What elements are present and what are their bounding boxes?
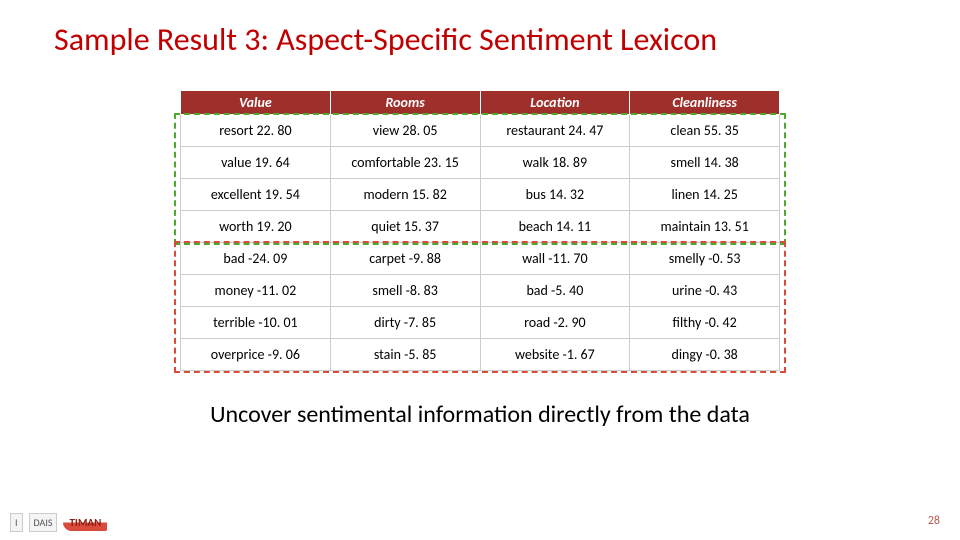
- table-cell: beach 14. 11: [480, 211, 630, 243]
- table-cell: restaurant 24. 47: [480, 115, 630, 147]
- footer-logos: I DAIS TIMAN: [10, 513, 107, 532]
- dais-logo-icon: DAIS: [29, 513, 58, 532]
- table-row: value 19. 64comfortable 23. 15walk 18. 8…: [181, 147, 780, 179]
- table-cell: resort 22. 80: [181, 115, 331, 147]
- table-cell: overprice -9. 06: [181, 339, 331, 371]
- table-cell: quiet 15. 37: [330, 211, 480, 243]
- table-cell: money -11. 02: [181, 275, 331, 307]
- table-cell: road -2. 90: [480, 307, 630, 339]
- table-row: money -11. 02smell -8. 83bad -5. 40urine…: [181, 275, 780, 307]
- illinois-logo-icon: I: [10, 513, 23, 532]
- table-cell: carpet -9. 88: [330, 243, 480, 275]
- table-cell: smelly -0. 53: [630, 243, 780, 275]
- slide-title: Sample Result 3: Aspect-Specific Sentime…: [54, 20, 717, 59]
- table-cell: smell 14. 38: [630, 147, 780, 179]
- table-cell: terrible -10. 01: [181, 307, 331, 339]
- table-row: resort 22. 80view 28. 05restaurant 24. 4…: [181, 115, 780, 147]
- table-row: bad -24. 09carpet -9. 88wall -11. 70smel…: [181, 243, 780, 275]
- table-cell: dingy -0. 38: [630, 339, 780, 371]
- lexicon-table-wrap: Value Rooms Location Cleanliness resort …: [180, 90, 780, 371]
- table-row: excellent 19. 54modern 15. 82bus 14. 32l…: [181, 179, 780, 211]
- table-cell: website -1. 67: [480, 339, 630, 371]
- table-cell: bad -24. 09: [181, 243, 331, 275]
- page-number: 28: [928, 514, 940, 528]
- col-header: Rooms: [330, 91, 480, 115]
- col-header: Cleanliness: [630, 91, 780, 115]
- table-cell: value 19. 64: [181, 147, 331, 179]
- table-row: worth 19. 20quiet 15. 37beach 14. 11main…: [181, 211, 780, 243]
- table-cell: bad -5. 40: [480, 275, 630, 307]
- table-cell: maintain 13. 51: [630, 211, 780, 243]
- table-cell: clean 55. 35: [630, 115, 780, 147]
- table-cell: wall -11. 70: [480, 243, 630, 275]
- col-header: Location: [480, 91, 630, 115]
- col-header: Value: [181, 91, 331, 115]
- table-cell: smell -8. 83: [330, 275, 480, 307]
- table-cell: linen 14. 25: [630, 179, 780, 211]
- table-cell: filthy -0. 42: [630, 307, 780, 339]
- slide-caption: Uncover sentimental information directly…: [0, 400, 960, 429]
- table-row: overprice -9. 06stain -5. 85website -1. …: [181, 339, 780, 371]
- table-cell: stain -5. 85: [330, 339, 480, 371]
- table-cell: modern 15. 82: [330, 179, 480, 211]
- table-cell: worth 19. 20: [181, 211, 331, 243]
- timan-logo-icon: TIMAN: [63, 514, 107, 531]
- lexicon-table: Value Rooms Location Cleanliness resort …: [180, 90, 780, 371]
- table-cell: bus 14. 32: [480, 179, 630, 211]
- table-cell: urine -0. 43: [630, 275, 780, 307]
- table-row: terrible -10. 01dirty -7. 85road -2. 90f…: [181, 307, 780, 339]
- table-cell: walk 18. 89: [480, 147, 630, 179]
- table-cell: view 28. 05: [330, 115, 480, 147]
- table-header-row: Value Rooms Location Cleanliness: [181, 91, 780, 115]
- table-cell: excellent 19. 54: [181, 179, 331, 211]
- table-cell: dirty -7. 85: [330, 307, 480, 339]
- table-cell: comfortable 23. 15: [330, 147, 480, 179]
